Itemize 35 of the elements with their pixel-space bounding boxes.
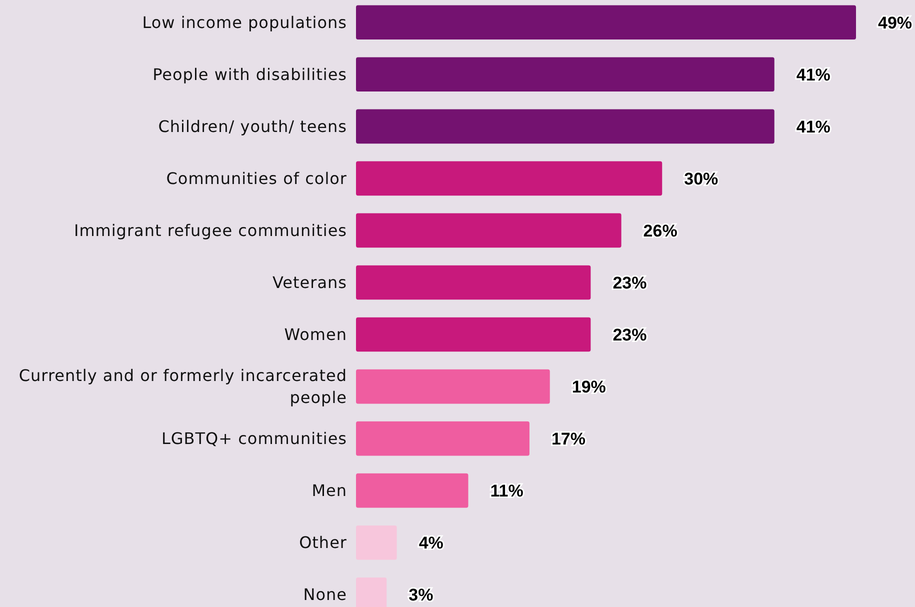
- data-label: 17%: [551, 430, 586, 449]
- y-tick-label: Currently and or formerly incarcerated people: [18, 366, 347, 408]
- bar: [356, 5, 856, 40]
- data-label: 41%: [796, 65, 830, 84]
- data-label: 49%: [878, 13, 912, 32]
- data-label: 23%: [612, 273, 647, 292]
- data-label: 30%: [684, 169, 718, 188]
- bar: [356, 213, 622, 248]
- y-tick-label: Men: [312, 481, 347, 500]
- y-tick-label: People with disabilities: [152, 64, 347, 84]
- data-label: 11%: [490, 482, 524, 501]
- y-tick-label: Children/ youth/ teens: [158, 117, 347, 136]
- y-tick-label: None: [303, 585, 347, 604]
- data-label: 23%: [612, 325, 647, 344]
- y-tick-label: Communities of color: [166, 169, 347, 188]
- y-tick-label: LGBTQ+ communities: [161, 429, 347, 448]
- bar: [356, 317, 591, 352]
- bar: [356, 57, 774, 92]
- data-label: 4%: [418, 534, 444, 553]
- bar: [356, 421, 530, 456]
- y-tick-label: Immigrant refugee communities: [74, 221, 347, 240]
- data-label: 19%: [572, 377, 606, 396]
- bar: [356, 525, 397, 560]
- bar: [356, 369, 550, 404]
- bar: [356, 161, 662, 196]
- y-tick-label: Low income populations: [142, 12, 347, 32]
- data-label: 41%: [796, 117, 830, 136]
- bar: [356, 473, 468, 508]
- bar: [356, 265, 591, 300]
- data-label: 26%: [643, 221, 678, 240]
- data-label: 3%: [408, 586, 434, 605]
- y-tick-label: Other: [299, 533, 347, 552]
- y-tick-label: Veterans: [272, 273, 347, 292]
- bar: [356, 109, 774, 144]
- y-tick-label: Women: [284, 325, 347, 344]
